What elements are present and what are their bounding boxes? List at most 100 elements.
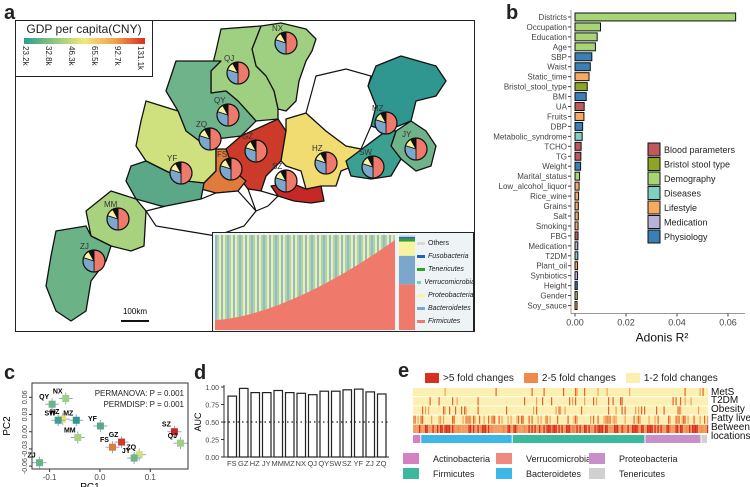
legend-swatch <box>647 157 661 171</box>
heatmap-cell <box>609 415 611 424</box>
y-tick-label: Low_alcohol_liquor <box>499 182 568 191</box>
heatmap-cell <box>575 424 577 433</box>
heatmap-cell <box>656 424 658 433</box>
heatmap-cell <box>536 397 538 406</box>
heatmap-cell <box>542 424 544 433</box>
heatmap-cell <box>477 397 479 406</box>
heatmap-cell <box>546 424 548 433</box>
x-tick-label: 0.04 <box>668 318 686 328</box>
heatmap-cell <box>707 415 709 424</box>
inset-stripe <box>227 235 229 330</box>
heatmap-cell <box>512 424 514 433</box>
inset-stripe <box>245 235 247 330</box>
heatmap-cell <box>677 424 679 433</box>
heatmap-cell <box>608 415 610 424</box>
heatmap-cell <box>659 424 661 433</box>
phylum-bar-segment <box>413 435 421 443</box>
heatmap-cell <box>477 424 479 433</box>
x-tick-label: ZQ <box>376 459 387 468</box>
point-label: JY <box>122 448 131 455</box>
heatmap-cell <box>597 388 599 397</box>
fold-legend-label: 1-2 fold changes <box>643 372 718 384</box>
bar-Medication <box>574 241 579 251</box>
bar-Height <box>574 281 578 291</box>
heatmap-cell <box>644 424 646 433</box>
heatmap-cell <box>695 424 697 433</box>
heatmap-cell <box>474 424 476 433</box>
heatmap-cell <box>531 424 533 433</box>
y-tick-label: Marital_status <box>517 172 567 181</box>
inset-stripe <box>247 235 249 330</box>
heatmap-cell <box>684 397 686 406</box>
bar-SW <box>330 390 341 458</box>
bar-UA <box>574 102 585 112</box>
phylum-legend-item: Verrucomicrobia <box>496 453 591 464</box>
heatmap-cell <box>704 424 706 433</box>
legend-swatch <box>647 186 661 200</box>
gdp-tick-label: 46.3k <box>67 46 76 66</box>
heatmap-cell <box>698 424 700 433</box>
heatmap-cell <box>446 424 448 433</box>
heatmap-cell <box>672 424 674 433</box>
y-tick-label: 0.25 <box>205 438 219 445</box>
heatmap-cell <box>515 424 517 433</box>
heatmap-cell <box>638 415 640 424</box>
point-label: ZQ <box>126 445 136 452</box>
phylum-legend-swatch <box>589 468 605 479</box>
heatmap-cell <box>552 424 554 433</box>
heatmap-row-label: Obesity <box>711 404 745 415</box>
point-SZ <box>170 428 178 436</box>
heatmap-cell <box>576 388 578 397</box>
district-label: MM <box>104 200 118 209</box>
heatmap-row <box>413 397 708 406</box>
panel-b-label: b <box>506 2 519 24</box>
heatmap-cell <box>615 406 617 415</box>
heatmap-cell <box>461 406 463 415</box>
fold-change-legend: >5 fold changes 2-5 fold changes 1-2 fold … <box>425 371 725 385</box>
heatmap-cell <box>621 397 623 406</box>
heatmap-cell <box>422 415 424 424</box>
point-label: MZ <box>63 410 74 417</box>
point-label: NX <box>53 388 63 395</box>
heatmap-cell <box>575 388 577 397</box>
heatmap-cell <box>683 415 685 424</box>
bar-ZJ <box>365 391 376 458</box>
heatmap-cell <box>468 424 470 433</box>
bar-Plant_oil <box>574 261 579 271</box>
heatmap-cell <box>615 415 617 424</box>
heatmap-cell <box>500 424 502 433</box>
heatmap-cell <box>542 397 544 406</box>
heatmap-cell <box>540 415 542 424</box>
y-tick-label: 0.75 <box>205 403 219 410</box>
gdp-tick-label: 23.2k <box>21 46 30 66</box>
heatmap-cell <box>663 406 665 415</box>
heatmap-cell <box>567 424 569 433</box>
heatmap-cell <box>504 424 506 433</box>
point-ZQ <box>135 451 143 459</box>
legend-label: Physiology <box>664 232 708 242</box>
heatmap-cell <box>629 388 631 397</box>
bar-Districts <box>574 12 737 22</box>
heatmap-cell <box>581 406 583 415</box>
heatmap-cell <box>438 415 440 424</box>
x-tick-label: GZ <box>238 459 249 468</box>
heatmap-cell <box>474 415 476 424</box>
heatmap-cell <box>621 424 623 433</box>
heatmap-cell <box>509 424 511 433</box>
fold-legend-swatch <box>625 373 640 383</box>
heatmap-cell <box>417 415 419 424</box>
heatmap-cell <box>479 424 481 433</box>
inset-stripe <box>251 235 253 330</box>
y-tick-label: Waist <box>547 63 567 72</box>
inset-stripe <box>241 235 243 330</box>
bar-SBP <box>574 52 593 62</box>
phylum-legend-swatch <box>496 453 512 464</box>
inset-legend-swatch <box>417 268 425 271</box>
heatmap-cell <box>555 424 557 433</box>
point-label: YF <box>88 416 98 423</box>
heatmap-cell <box>414 415 416 424</box>
heatmap-cell <box>699 415 701 424</box>
heatmap-cell <box>425 424 427 433</box>
heatmap-cell <box>672 397 674 406</box>
heatmap-cell <box>501 415 503 424</box>
